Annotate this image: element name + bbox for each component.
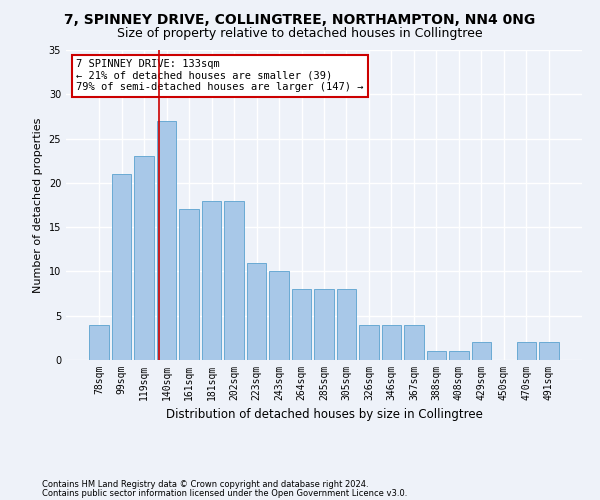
Bar <box>382 324 401 360</box>
Bar <box>202 200 221 360</box>
Bar <box>427 351 446 360</box>
Bar <box>89 324 109 360</box>
Bar <box>539 342 559 360</box>
Bar <box>404 324 424 360</box>
Bar <box>292 289 311 360</box>
Bar <box>337 289 356 360</box>
Bar <box>517 342 536 360</box>
Bar <box>247 262 266 360</box>
Text: Contains HM Land Registry data © Crown copyright and database right 2024.: Contains HM Land Registry data © Crown c… <box>42 480 368 489</box>
Bar <box>179 210 199 360</box>
Bar <box>449 351 469 360</box>
X-axis label: Distribution of detached houses by size in Collingtree: Distribution of detached houses by size … <box>166 408 482 422</box>
Bar <box>269 272 289 360</box>
Bar <box>134 156 154 360</box>
Bar <box>224 200 244 360</box>
Y-axis label: Number of detached properties: Number of detached properties <box>33 118 43 292</box>
Text: 7, SPINNEY DRIVE, COLLINGTREE, NORTHAMPTON, NN4 0NG: 7, SPINNEY DRIVE, COLLINGTREE, NORTHAMPT… <box>64 12 536 26</box>
Bar <box>314 289 334 360</box>
Bar <box>472 342 491 360</box>
Bar <box>157 121 176 360</box>
Bar <box>359 324 379 360</box>
Text: Contains public sector information licensed under the Open Government Licence v3: Contains public sector information licen… <box>42 488 407 498</box>
Text: 7 SPINNEY DRIVE: 133sqm
← 21% of detached houses are smaller (39)
79% of semi-de: 7 SPINNEY DRIVE: 133sqm ← 21% of detache… <box>76 60 364 92</box>
Text: Size of property relative to detached houses in Collingtree: Size of property relative to detached ho… <box>117 28 483 40</box>
Bar <box>112 174 131 360</box>
